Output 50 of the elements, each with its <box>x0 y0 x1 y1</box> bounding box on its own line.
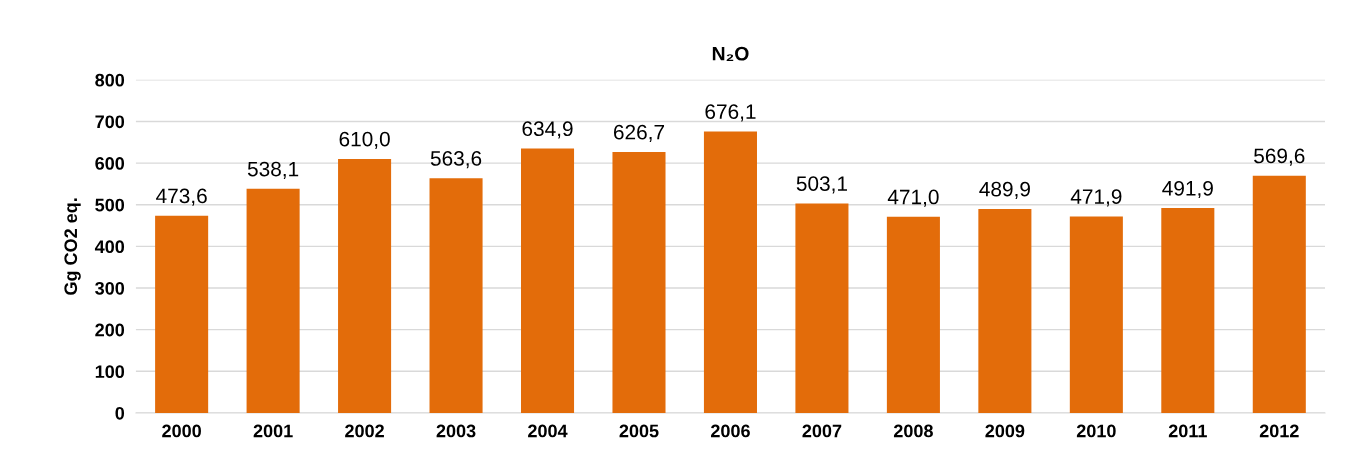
x-tick-label: 2008 <box>893 424 933 438</box>
x-tick-label: 2010 <box>1076 424 1116 438</box>
x-tick-label: 2011 <box>1168 424 1207 438</box>
y-tick-label: 200 <box>95 323 125 337</box>
bar <box>429 178 483 413</box>
y-tick-label: 800 <box>95 73 125 87</box>
data-label: 471,0 <box>887 189 939 207</box>
x-tick-label: 2007 <box>802 424 842 438</box>
x-tick-label: 2004 <box>528 424 568 438</box>
bar <box>155 215 209 413</box>
x-tick-label: 2003 <box>436 424 476 438</box>
x-tick-label: 2001 <box>253 424 293 438</box>
data-label: 471,9 <box>1070 189 1122 207</box>
x-tick-label: 2006 <box>711 424 750 438</box>
data-label: 569,6 <box>1254 148 1305 166</box>
x-tick-label: 2000 <box>162 424 201 438</box>
y-tick-label: 100 <box>95 365 125 379</box>
y-axis-title: Gg CO2 eq. <box>64 198 81 295</box>
data-label: 610,0 <box>339 131 390 149</box>
data-label: 563,6 <box>430 151 482 169</box>
x-tick-label: 2012 <box>1259 424 1299 438</box>
x-tick-label: 2009 <box>985 424 1025 438</box>
x-tick-label: 2002 <box>345 424 384 438</box>
y-tick-label: 0 <box>115 406 125 420</box>
y-tick-label: 400 <box>94 240 125 254</box>
bar <box>886 216 940 413</box>
y-tick-label: 500 <box>95 198 125 212</box>
bar <box>1161 208 1215 413</box>
y-tick-label: 300 <box>95 281 125 295</box>
data-label: 634,9 <box>522 121 573 139</box>
bar <box>1252 175 1306 413</box>
data-label: 489,9 <box>979 181 1030 199</box>
bar <box>246 188 300 413</box>
y-tick-label: 700 <box>95 115 125 129</box>
data-label: 491,9 <box>1162 180 1213 199</box>
bar <box>795 203 849 413</box>
bar <box>338 158 392 413</box>
data-label: 503,1 <box>796 176 847 194</box>
data-label: 473,6 <box>156 188 207 206</box>
y-tick-label: 600 <box>95 157 125 170</box>
x-tick-label: 2005 <box>619 424 659 438</box>
chart-title: N₂O <box>712 46 749 61</box>
data-label: 676,1 <box>705 104 756 122</box>
bar <box>520 148 575 413</box>
bar <box>978 208 1032 413</box>
bar <box>612 151 666 413</box>
bar <box>1069 216 1123 413</box>
data-label: 626,7 <box>613 124 665 142</box>
bar <box>703 131 757 413</box>
data-label: 538,1 <box>247 161 299 179</box>
